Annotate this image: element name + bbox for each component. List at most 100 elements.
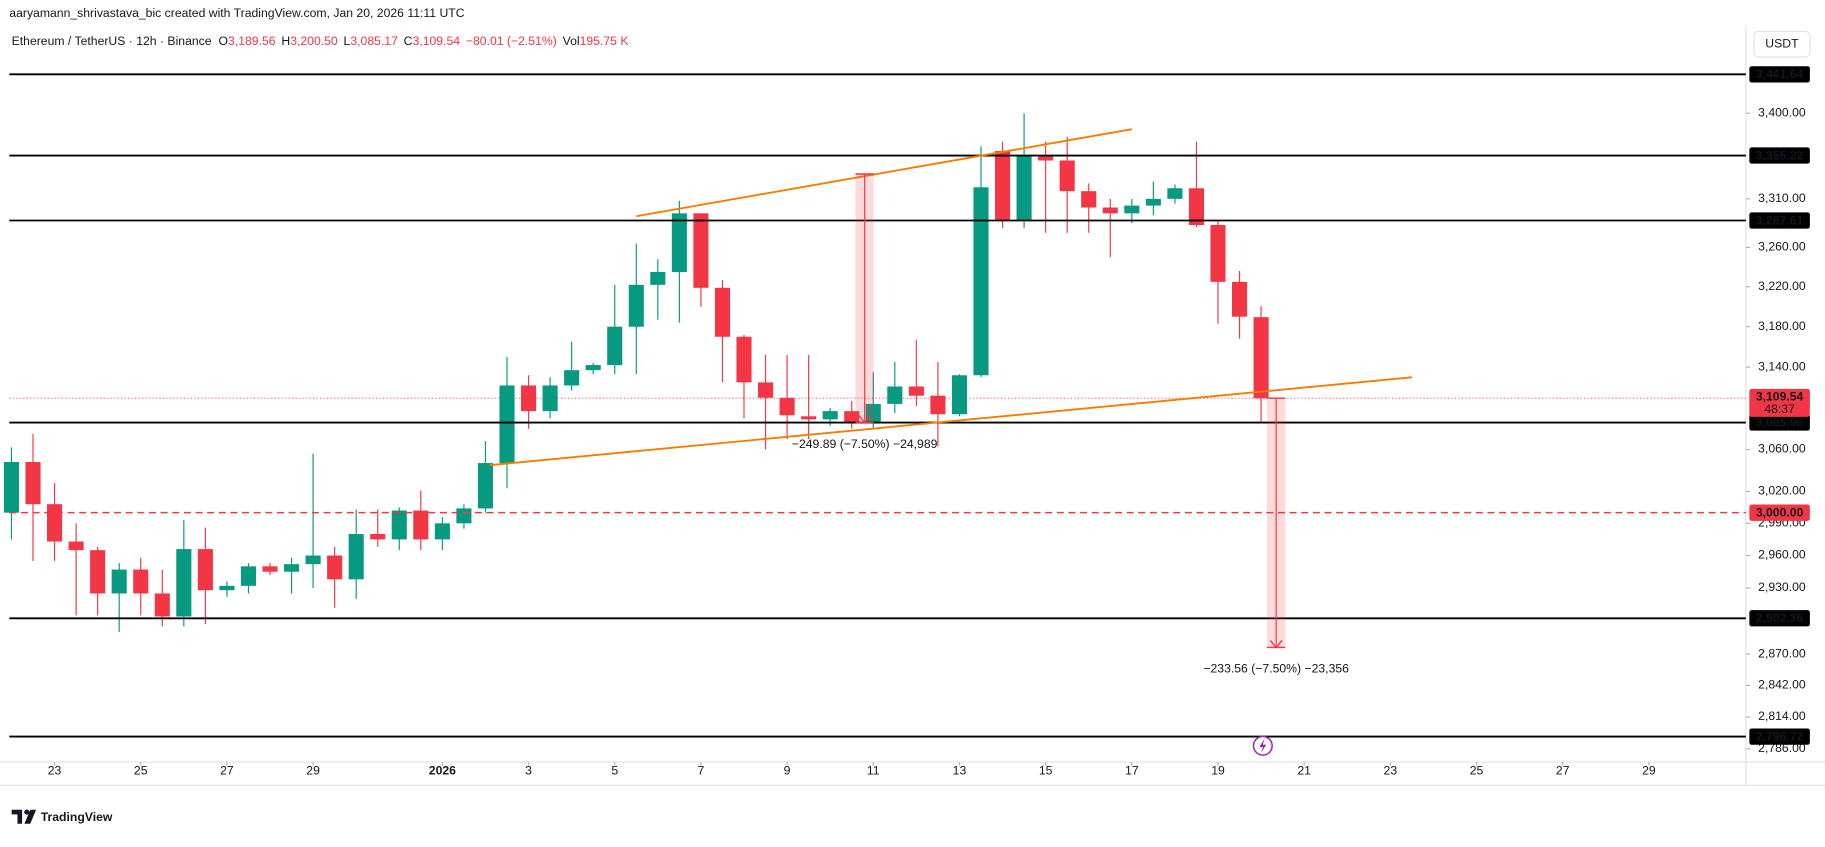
legend-value: 3,109.54 [413, 34, 461, 48]
x-tick-label: 17 [1125, 764, 1139, 778]
legend-symbol: Ethereum / TetherUS · 12h · Binance [12, 34, 212, 48]
y-tick-label: 3,020.00 [1758, 484, 1806, 498]
last-price-box [1749, 388, 1810, 417]
candle-body [1038, 155, 1054, 161]
candle-body [133, 569, 149, 594]
y-tick-label: 3,140.00 [1758, 359, 1806, 373]
candle-body [262, 566, 278, 572]
level-label-box [1749, 728, 1810, 745]
level-label: 2,902.36 [1756, 611, 1804, 625]
x-tick-label: 11 [867, 764, 880, 778]
candle-body [1145, 198, 1161, 206]
level-label-box [1749, 504, 1810, 521]
measure-label: −249.89 (−7.50%) −24,989 [792, 437, 938, 451]
candle-body [197, 549, 213, 591]
candle-body [391, 510, 407, 540]
candle-body [650, 271, 666, 285]
y-tick-label: 3,310.00 [1758, 191, 1806, 205]
currency-label[interactable]: USDT [1765, 36, 1799, 50]
plot-area: −249.89 (−7.50%) −24,989 −233.56 (−7.50%)… [3, 73, 1746, 738]
legend-value: 3,085.17 [350, 34, 398, 48]
level-label: 3,355.22 [1756, 148, 1804, 162]
x-tick-label: 27 [220, 764, 234, 778]
y-tick-label: 2,842.00 [1758, 678, 1806, 692]
level-label-box [1749, 610, 1810, 627]
event-icon-bolt [1259, 738, 1267, 753]
y-tick-label: 3,180.00 [1758, 319, 1806, 333]
trendline [489, 376, 1412, 467]
candle-body [1188, 188, 1204, 225]
logo-mark [24, 809, 30, 815]
candle-body [779, 397, 795, 416]
candle-body [1232, 281, 1248, 317]
candle-body [564, 370, 580, 386]
candle-body [693, 213, 709, 288]
candle-body [585, 365, 601, 371]
candle-body [305, 555, 321, 565]
y-tick-label: 3,400.00 [1758, 105, 1806, 119]
candle-body [154, 593, 170, 617]
x-tick-label: 27 [1556, 764, 1570, 778]
logo-mark [24, 809, 37, 824]
candle-body [176, 549, 192, 617]
candle-body [284, 564, 300, 572]
measure-arrow [1269, 639, 1283, 649]
footer-logo: TradingView [11, 809, 113, 824]
candle-body [219, 585, 235, 591]
level-label: 3,085.96 [1756, 415, 1804, 429]
y-tick-label: 2,960.00 [1758, 548, 1806, 562]
candle-body [973, 187, 989, 376]
candle-body [822, 411, 838, 420]
candle-body [930, 395, 946, 415]
y-tick-label: 3,260.00 [1758, 240, 1806, 254]
candle-body [607, 326, 623, 366]
candle-body [477, 463, 494, 509]
candle-body [68, 541, 84, 551]
candle-body [327, 555, 343, 580]
x-tick-label: 25 [1470, 764, 1484, 778]
level-label: 3,441.64 [1756, 67, 1804, 81]
level-label-box [1749, 66, 1810, 83]
candle-body [865, 403, 881, 423]
candle-body [1253, 317, 1269, 399]
legend-value: 195.75 K [580, 34, 629, 48]
candle-body [844, 411, 860, 423]
level-label: 2,796.72 [1756, 729, 1804, 743]
x-tick-label: 25 [134, 764, 148, 778]
candle-body [413, 510, 429, 540]
x-tick-label: 21 [1297, 764, 1311, 778]
candle-body [908, 386, 924, 396]
candle-body [1016, 155, 1032, 222]
candle-body [951, 375, 967, 415]
candle-body [521, 385, 537, 412]
candle-body [1102, 207, 1118, 214]
x-tick-label: 29 [1642, 764, 1656, 778]
x-tick-label: 3 [525, 764, 532, 778]
legend-change: −80.01 (−2.51%) [466, 34, 557, 48]
candle-body [758, 382, 774, 398]
candle-body [1059, 160, 1075, 192]
candle-body [499, 385, 515, 464]
last-price-label: 3,109.54 [1756, 389, 1804, 403]
candle-body [25, 462, 41, 505]
x-tick-label: 19 [1211, 764, 1225, 778]
candle-body [240, 566, 257, 586]
candle-body [348, 534, 364, 580]
currency-button[interactable] [1753, 30, 1811, 58]
candle-body [1167, 188, 1183, 199]
x-tick-label: 2026 [429, 764, 456, 778]
x-tick-label: 13 [953, 764, 967, 778]
trendline [636, 128, 1132, 218]
x-tick-label: 29 [306, 764, 320, 778]
candle-body [111, 569, 127, 594]
legend-key: Vol [563, 34, 580, 48]
legend-value: 3,200.50 [290, 34, 338, 48]
level-label-box [1749, 147, 1810, 164]
candle-body [434, 523, 450, 540]
legend: Ethereum / TetherUS · 12h · Binance O3,18… [12, 34, 629, 48]
legend-key: O [219, 34, 229, 48]
candle-body [370, 534, 386, 540]
logo-mark [11, 809, 23, 824]
